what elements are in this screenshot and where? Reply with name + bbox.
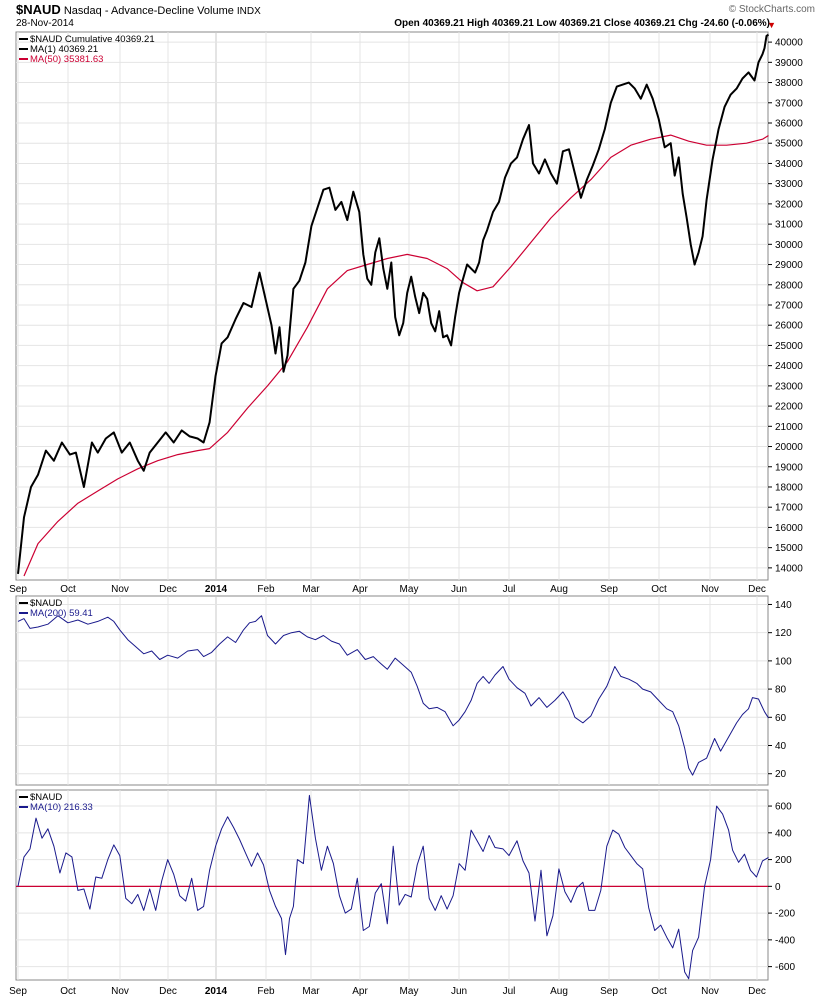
series-line-ma-10- <box>17 794 769 980</box>
y-tick-label: 37000 <box>775 98 803 109</box>
x-tick-label: Nov <box>701 986 719 997</box>
x-tick-label: Nov <box>701 584 719 595</box>
x-tick-label: Sep <box>600 986 618 997</box>
plot-frame-main <box>15 31 769 581</box>
series-line-ma-50- <box>23 134 769 577</box>
series-line--naud-cumulative <box>17 33 770 575</box>
y-tick-label: 24000 <box>775 361 803 372</box>
y-tick-label: 19000 <box>775 462 803 473</box>
x-tick-label: Aug <box>550 986 568 997</box>
y-tick-label: 80 <box>775 685 787 696</box>
y-tick-label: 140 <box>775 600 792 611</box>
legend-entry: $NAUD <box>30 792 62 803</box>
x-tick-label: Jun <box>451 584 467 595</box>
x-tick-label: Oct <box>60 584 76 595</box>
x-tick-label: Apr <box>352 986 368 997</box>
y-tick-label: 15000 <box>775 543 803 554</box>
legend-entry: $NAUD Cumulative 40369.21 <box>30 34 155 45</box>
y-tick-label: 400 <box>775 828 792 839</box>
y-tick-label: 28000 <box>775 280 803 291</box>
x-tick-label: Mar <box>302 584 320 595</box>
y-tick-label: 23000 <box>775 381 803 392</box>
y-tick-label: 14000 <box>775 563 803 574</box>
x-tick-label: Nov <box>111 584 129 595</box>
x-tick-label: Dec <box>748 584 766 595</box>
x-tick-label: Jul <box>503 584 516 595</box>
x-tick-label: Oct <box>60 986 76 997</box>
x-tick-label: May <box>400 584 419 595</box>
y-tick-label: 20 <box>775 769 787 780</box>
y-tick-label: 34000 <box>775 159 803 170</box>
x-tick-label: Apr <box>352 584 368 595</box>
y-tick-label: 17000 <box>775 503 803 514</box>
ohlc-readout: Open 40369.21 High 40369.21 Low 40369.21… <box>394 18 770 29</box>
y-tick-label: 20000 <box>775 442 803 453</box>
x-tick-label: Oct <box>651 584 667 595</box>
y-tick-label: 25000 <box>775 341 803 352</box>
series-line-ma-200- <box>17 615 769 776</box>
y-tick-label: 31000 <box>775 220 803 231</box>
y-tick-label: -600 <box>775 962 795 973</box>
y-tick-label: 60 <box>775 713 787 724</box>
x-tick-label: Dec <box>748 986 766 997</box>
y-tick-label: 16000 <box>775 523 803 534</box>
index-name: Nasdaq - Advance-Decline Volume <box>63 5 234 17</box>
plot-frame-middle <box>15 595 769 786</box>
y-tick-label: 36000 <box>775 118 803 129</box>
x-tick-label: Dec <box>159 986 177 997</box>
y-tick-label: 38000 <box>775 78 803 89</box>
watermark: © StockCharts.com <box>728 4 815 15</box>
y-tick-label: 21000 <box>775 422 803 433</box>
x-tick-label: Aug <box>550 584 568 595</box>
symbol: $NAUD <box>16 2 61 17</box>
x-tick-label: Nov <box>111 986 129 997</box>
x-tick-label: Jul <box>503 986 516 997</box>
y-tick-label: 29000 <box>775 260 803 271</box>
exchange: INDX <box>236 6 261 17</box>
y-tick-label: 22000 <box>775 402 803 413</box>
x-tick-label: Mar <box>302 986 320 997</box>
x-tick-label: 2014 <box>205 584 228 595</box>
chart-title: $NAUD Nasdaq - Advance-Decline Volume IN… <box>16 2 261 17</box>
plot-frame-bottom <box>15 789 769 981</box>
y-tick-label: 200 <box>775 855 792 866</box>
x-tick-label: May <box>400 986 419 997</box>
y-tick-label: 100 <box>775 656 792 667</box>
y-tick-label: 40 <box>775 741 787 752</box>
x-tick-label: Dec <box>159 584 177 595</box>
legend-entry: MA(200) 59.41 <box>30 608 93 619</box>
y-tick-label: 39000 <box>775 58 803 69</box>
y-tick-label: 27000 <box>775 300 803 311</box>
x-tick-label: Feb <box>257 986 275 997</box>
y-tick-label: 40000 <box>775 38 803 49</box>
y-tick-label: 18000 <box>775 482 803 493</box>
y-tick-label: 120 <box>775 628 792 639</box>
y-tick-label: 26000 <box>775 321 803 332</box>
x-tick-label: Jun <box>451 986 467 997</box>
x-tick-label: Oct <box>651 986 667 997</box>
y-tick-label: 32000 <box>775 199 803 210</box>
x-tick-label: Sep <box>9 986 27 997</box>
down-arrow-icon: ▼ <box>767 20 776 30</box>
x-tick-label: Sep <box>600 584 618 595</box>
x-tick-label: Feb <box>257 584 275 595</box>
x-tick-label: 2014 <box>205 986 228 997</box>
y-tick-label: 35000 <box>775 139 803 150</box>
legend-entry: MA(10) 216.33 <box>30 802 93 813</box>
y-tick-label: -200 <box>775 909 795 920</box>
chart-date: 28-Nov-2014 <box>16 18 74 29</box>
y-tick-label: 0 <box>775 882 781 893</box>
x-tick-label: Sep <box>9 584 27 595</box>
y-tick-label: -400 <box>775 935 795 946</box>
legend-entry: MA(50) 35381.63 <box>30 54 103 65</box>
legend-entry: $NAUD <box>30 598 62 609</box>
legend-entry: MA(1) 40369.21 <box>30 44 98 55</box>
y-tick-label: 600 <box>775 802 792 813</box>
y-tick-label: 30000 <box>775 240 803 251</box>
y-tick-label: 33000 <box>775 179 803 190</box>
